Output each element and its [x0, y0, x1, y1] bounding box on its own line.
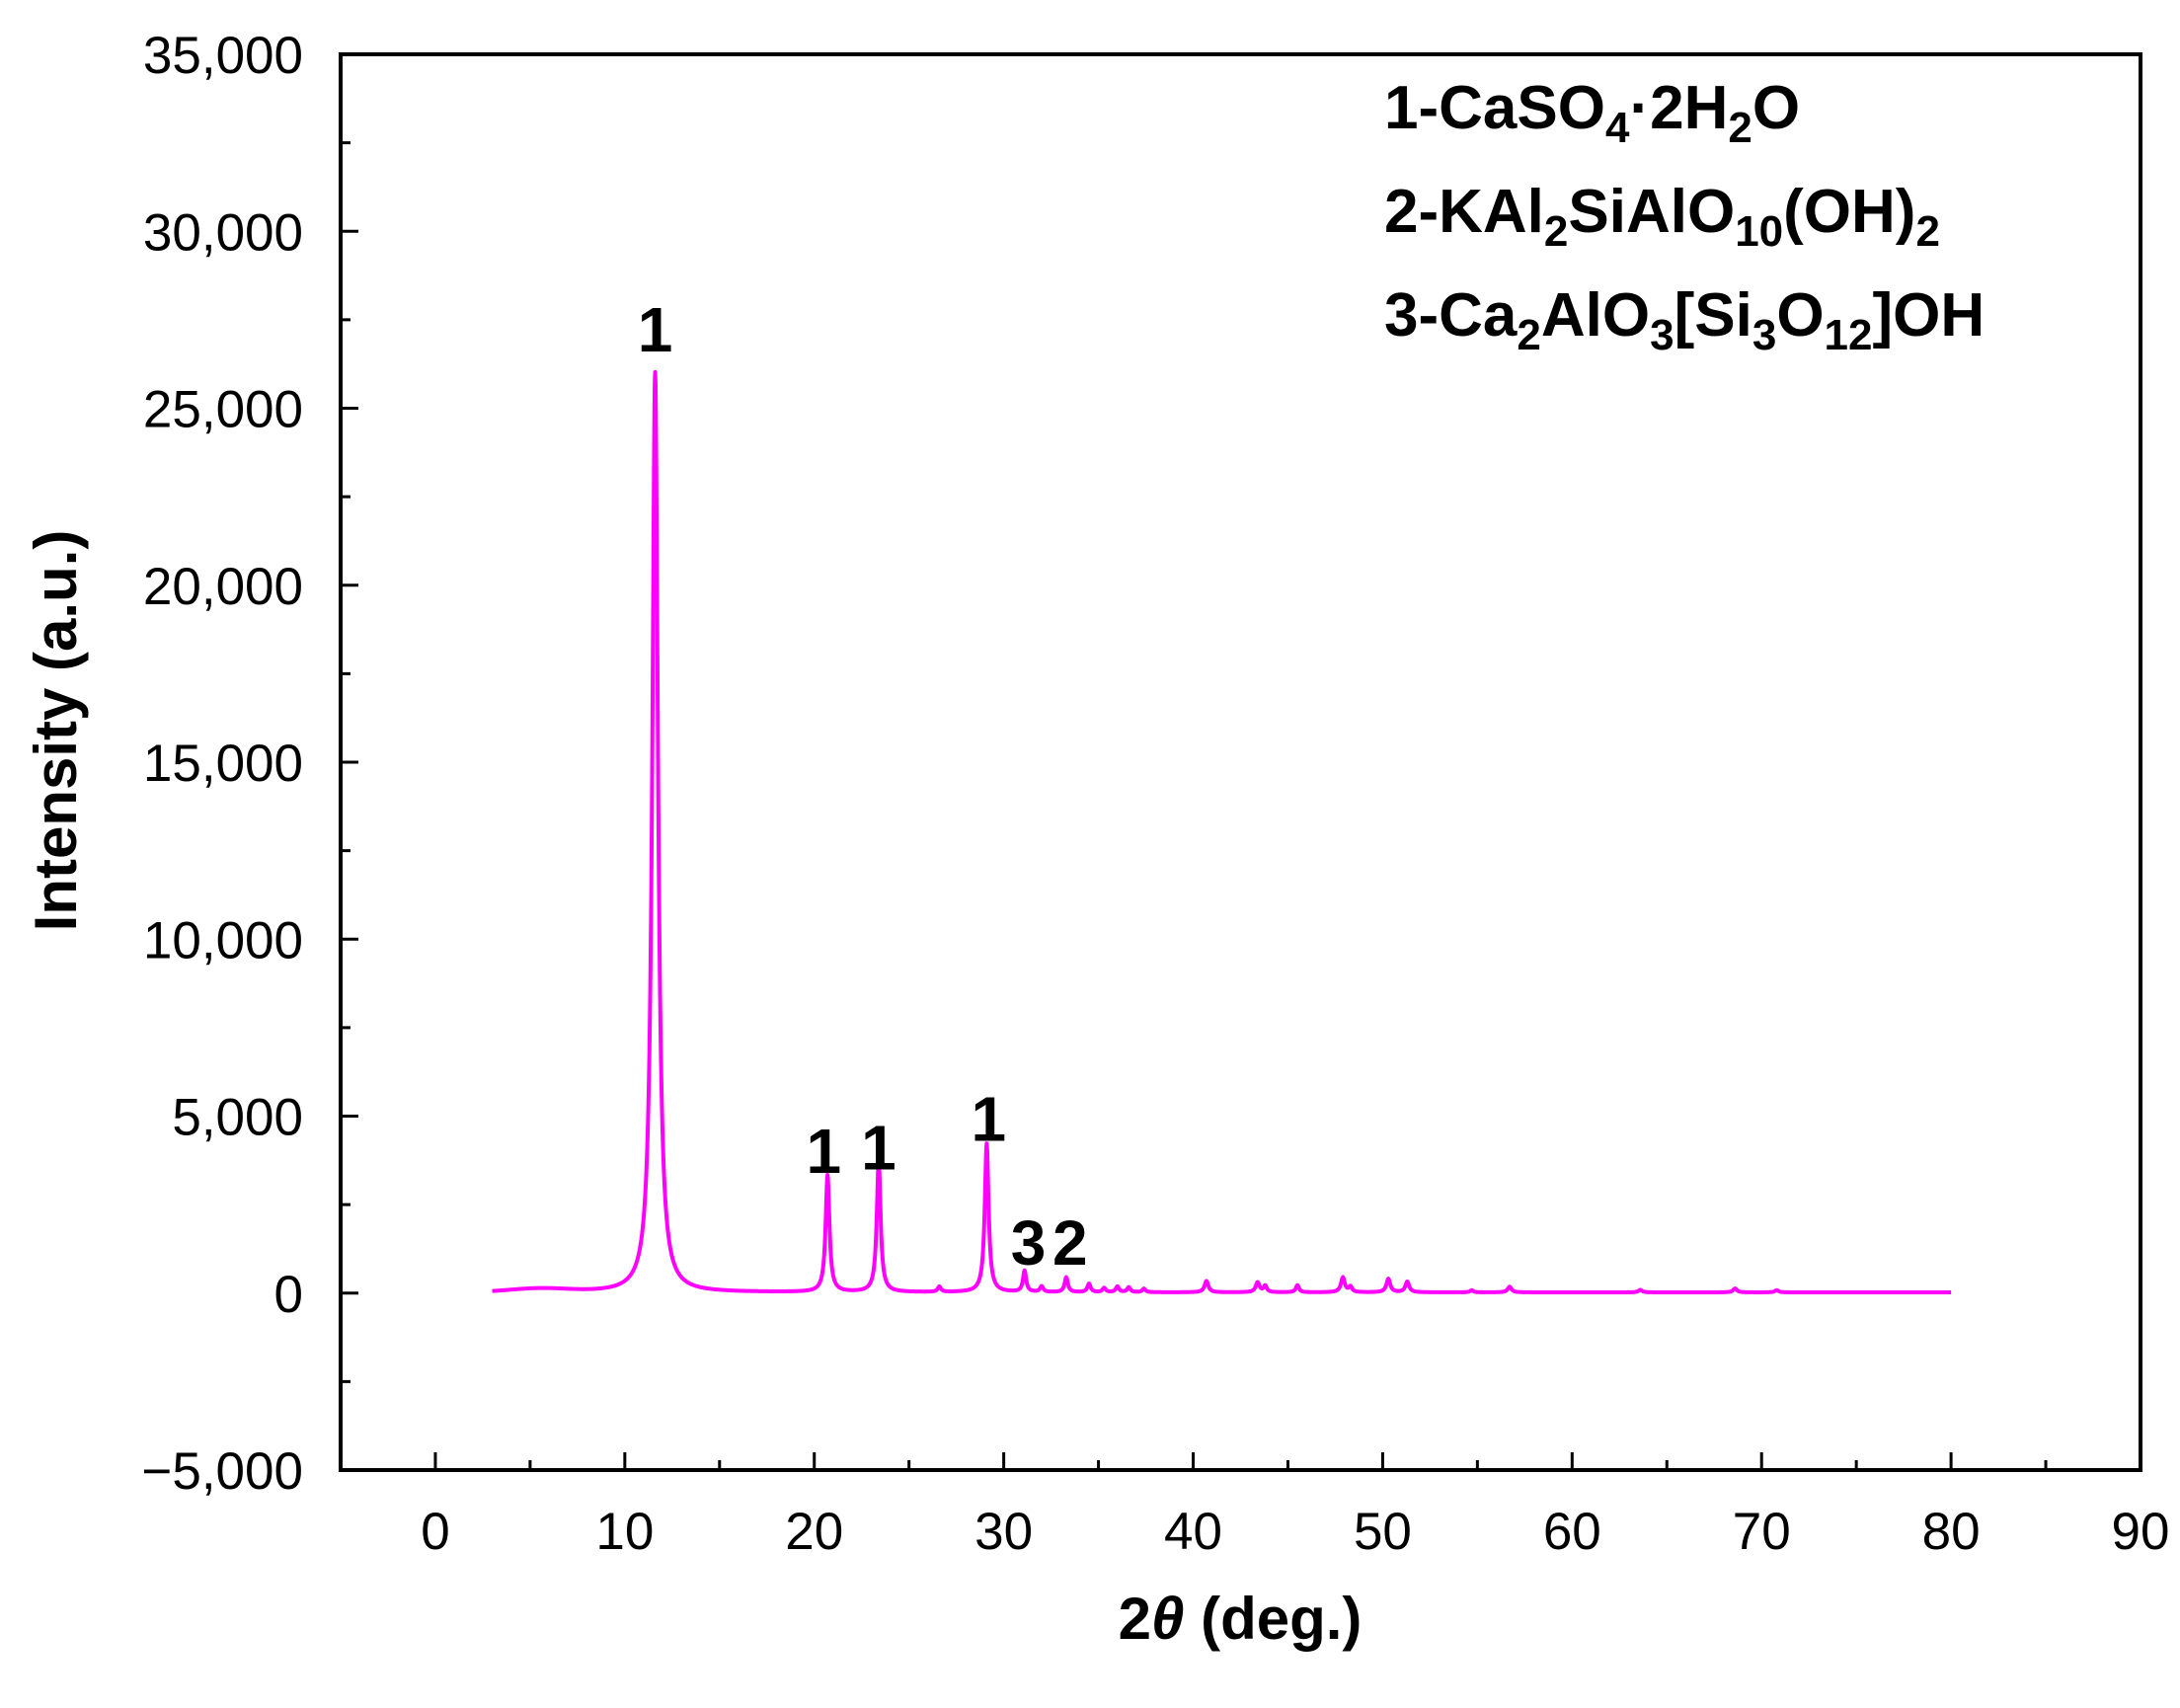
peak-label: 3	[1011, 1207, 1047, 1279]
series-layer	[490, 369, 1953, 1295]
legend-subscript: 4	[1605, 104, 1630, 152]
legend-text-part: SiAlO	[1568, 178, 1735, 246]
y-axis-title: Intensity (a.u.)	[23, 530, 89, 932]
y-tick-label: 30,000	[143, 203, 303, 262]
legend-text-part: [Si	[1674, 281, 1752, 349]
legend: 1-CaSO4·2H2O2-KAl2SiAlO10(OH)23-Ca2AlO3[…	[1384, 74, 1985, 359]
x-tick-label: 90	[2112, 1503, 2170, 1561]
legend-subscript: 2	[1544, 207, 1568, 256]
legend-subscript: 12	[1825, 311, 1873, 359]
legend-text-part: ·2H	[1629, 74, 1728, 142]
y-tick-label: 5,000	[172, 1089, 303, 1147]
plot-frame	[339, 52, 2142, 1472]
legend-subscript: 10	[1735, 207, 1783, 256]
x-tick-label: 10	[595, 1503, 654, 1561]
legend-subscript: 3	[1650, 311, 1674, 359]
x-tick-label: 30	[974, 1503, 1033, 1561]
x-tick-label: 40	[1164, 1503, 1222, 1561]
peak-label: 2	[1052, 1207, 1088, 1279]
legend-subscript: 2	[1915, 207, 1939, 256]
legend-entry: 2-KAl2SiAlO10(OH)2	[1384, 178, 1940, 256]
y-tick-label: 15,000	[143, 735, 303, 793]
legend-text-part: O	[1752, 74, 1800, 142]
x-tick-label: 50	[1354, 1503, 1412, 1561]
y-tick-label: 0	[274, 1266, 303, 1324]
peak-label: 1	[971, 1084, 1006, 1155]
x-tick-label: 60	[1543, 1503, 1601, 1561]
legend-text-part: 1-CaSO	[1384, 74, 1605, 142]
legend-text-part: ]OH	[1873, 281, 1985, 349]
peak-label: 1	[807, 1116, 842, 1187]
legend-subscript: 2	[1728, 104, 1752, 152]
legend-text-part: AlO	[1541, 281, 1650, 349]
legend-text-part: 3-Ca	[1384, 281, 1518, 349]
y-tick-label: 25,000	[143, 381, 303, 439]
x-tick-label: 20	[785, 1503, 843, 1561]
legend-subscript: 2	[1517, 311, 1540, 359]
xrd-series-line	[490, 369, 1953, 1295]
legend-subscript: 3	[1752, 311, 1776, 359]
legend-text-part: (OH)	[1783, 178, 1915, 246]
y-tick-label: 35,000	[143, 27, 303, 85]
x-tick-label: 70	[1733, 1503, 1791, 1561]
x-tick-label: 0	[421, 1503, 449, 1561]
ticks-layer: 0 10 20 30 40 50 60 70 80 90 −5,000 0 5,000 10,000 15,…	[141, 27, 2169, 1561]
y-tick-label: 20,000	[143, 558, 303, 616]
y-tick-label: 10,000	[143, 911, 303, 970]
legend-entry: 3-Ca2AlO3[Si3O12]OH	[1384, 281, 1985, 359]
annotations-layer: 11 1 13 2	[638, 294, 1088, 1279]
y-tick-label: −5,000	[141, 1442, 303, 1501]
legend-text-part: 2-KAl	[1384, 178, 1544, 246]
legend-text-part: O	[1776, 281, 1824, 349]
peak-label: 1	[638, 294, 673, 365]
x-axis-title: 2θ (deg.)	[1119, 1586, 1362, 1652]
peak-label: 1	[861, 1112, 896, 1183]
legend-entry: 1-CaSO4·2H2O	[1384, 74, 1800, 152]
x-tick-label: 80	[1922, 1503, 1981, 1561]
